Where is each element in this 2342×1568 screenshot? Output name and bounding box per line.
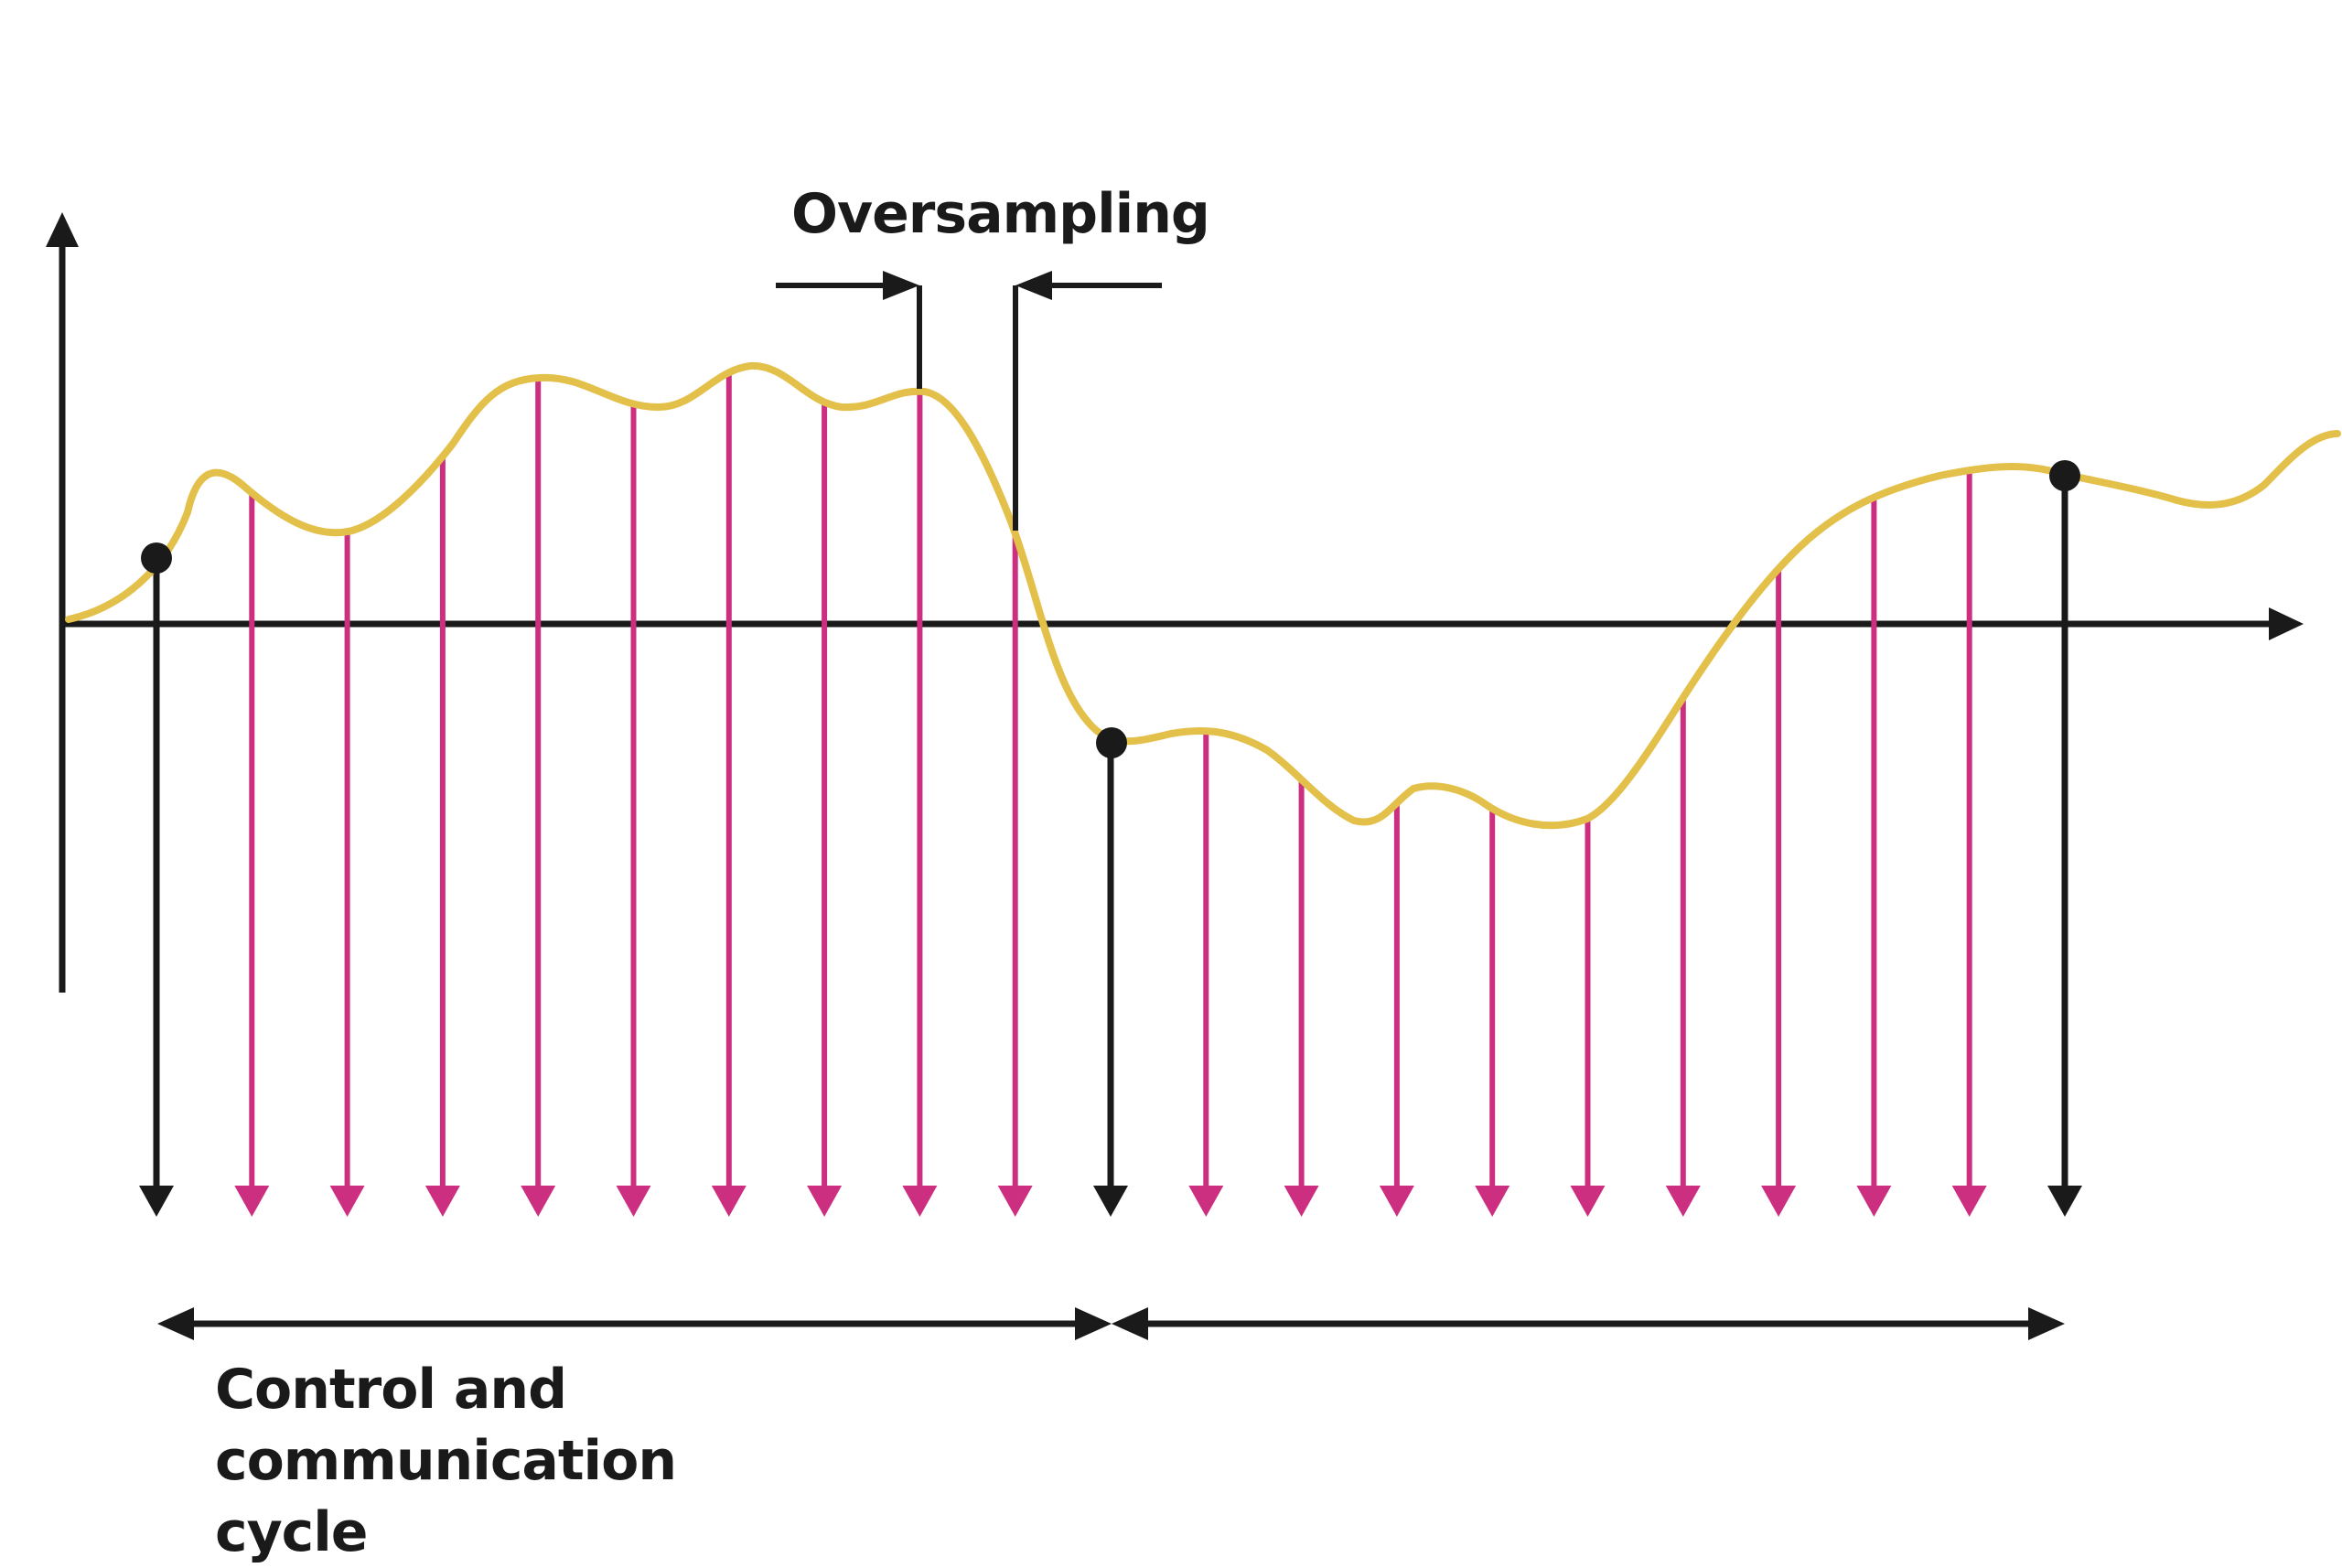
oversample-arrowhead <box>1379 1186 1414 1217</box>
y-axis-arrowhead <box>46 212 79 247</box>
oversample-arrowhead <box>1951 1186 1987 1217</box>
oversample-arrowhead <box>902 1186 938 1217</box>
oversample-arrowhead <box>1856 1186 1892 1217</box>
sample-arrows <box>139 372 2082 1217</box>
sample-point <box>141 542 172 574</box>
cycle-sample-arrowhead <box>139 1186 174 1217</box>
cycle-arrows <box>157 1307 2065 1340</box>
oversample-arrowhead <box>424 1186 460 1217</box>
sample-point <box>2049 460 2080 491</box>
oversample-arrowhead <box>1665 1186 1701 1217</box>
cycle-label-line-2: cycle <box>215 1500 369 1564</box>
oversampling-arrowhead-right <box>1015 271 1052 300</box>
oversampling-label: Oversampling <box>791 182 1210 246</box>
x-axis-arrowhead <box>2269 607 2304 640</box>
sample-points <box>141 460 2080 758</box>
oversampling-arrowhead-left <box>883 271 919 300</box>
oversampling-diagram <box>46 212 2341 1340</box>
cycle-label-line-1: Control and communication <box>215 1358 677 1493</box>
oversample-arrowhead <box>711 1186 747 1217</box>
cycle-sample-arrowhead <box>1093 1186 1128 1217</box>
cycle-arrow-2-head-left <box>1112 1307 1148 1340</box>
cycle-arrow-1-head-left <box>157 1307 194 1340</box>
cycle-arrow-2-head-right <box>2028 1307 2065 1340</box>
oversample-arrowhead <box>1188 1186 1224 1217</box>
oversample-arrowhead <box>521 1186 556 1217</box>
oversample-arrowhead <box>329 1186 365 1217</box>
signal-curve <box>65 361 2341 830</box>
oversample-arrowhead <box>1475 1186 1510 1217</box>
sample-point <box>1096 727 1127 758</box>
oversample-arrowhead <box>1284 1186 1319 1217</box>
oversample-arrowhead <box>1761 1186 1797 1217</box>
oversample-arrowhead <box>234 1186 270 1217</box>
oversample-arrowhead <box>807 1186 843 1217</box>
cycle-sample-arrowhead <box>2047 1186 2082 1217</box>
cycle-label: Control and communication cycle <box>215 1354 1038 1568</box>
oversample-arrowhead <box>616 1186 651 1217</box>
axes <box>46 212 2304 993</box>
oversampling-interval-indicator <box>776 271 1162 531</box>
oversample-arrowhead <box>1570 1186 1606 1217</box>
cycle-arrow-1-head-right <box>1075 1307 1112 1340</box>
oversample-arrowhead <box>997 1186 1033 1217</box>
